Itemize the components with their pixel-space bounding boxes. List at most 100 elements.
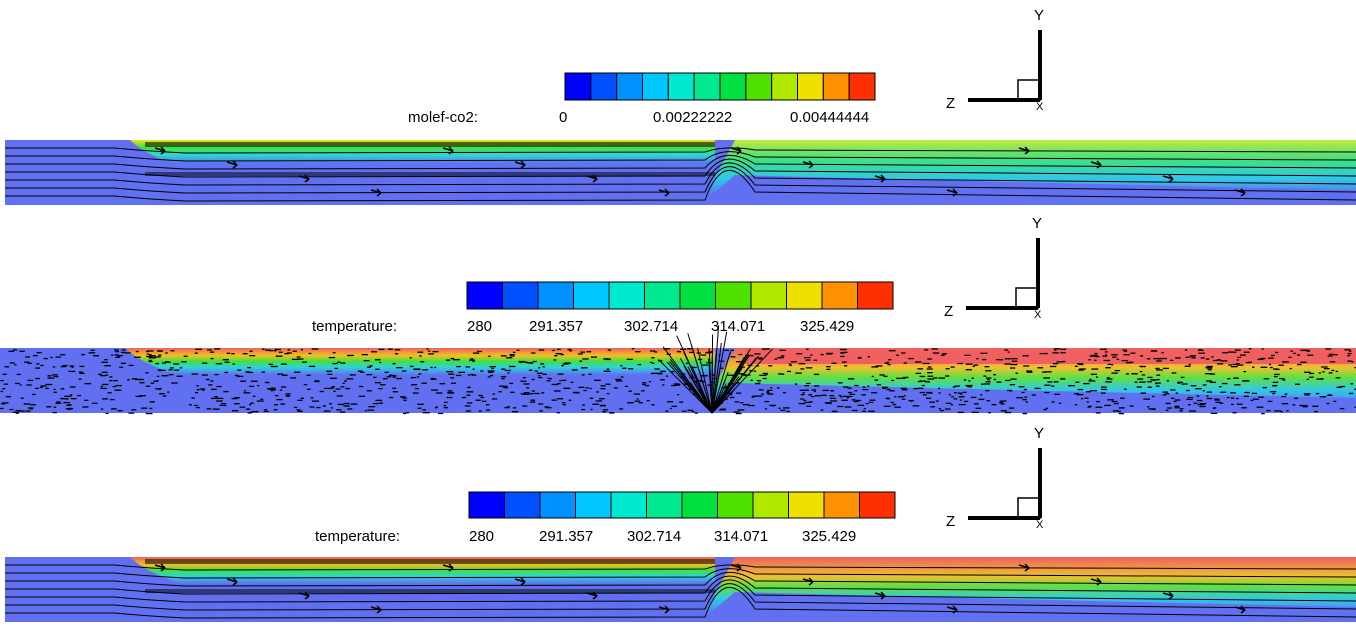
hot-band bbox=[745, 348, 1356, 364]
vector-arrow bbox=[874, 174, 886, 183]
vector-speck bbox=[886, 388, 891, 391]
vector-speck bbox=[546, 380, 551, 382]
vector-speck bbox=[1021, 391, 1025, 394]
vector-speck bbox=[135, 395, 143, 398]
vector-speck bbox=[631, 348, 635, 350]
vector-speck bbox=[249, 350, 253, 352]
vector-speck bbox=[110, 408, 117, 410]
vector-speck bbox=[191, 397, 195, 399]
vector-speck bbox=[194, 391, 199, 394]
vector-speck bbox=[296, 356, 301, 358]
streamline bbox=[5, 564, 1356, 571]
vector-speck bbox=[1293, 352, 1297, 355]
vector-speck bbox=[697, 379, 702, 382]
vector-speck bbox=[1209, 381, 1216, 384]
vector-speck bbox=[167, 391, 170, 393]
jet-vector bbox=[711, 351, 732, 414]
vector-speck bbox=[509, 382, 513, 385]
vector-speck bbox=[1280, 411, 1283, 413]
vector-speck bbox=[1295, 383, 1300, 385]
vector-speck bbox=[985, 370, 992, 372]
vector-speck bbox=[27, 407, 34, 409]
vector-speck bbox=[378, 402, 384, 404]
vector-speck bbox=[487, 376, 491, 378]
vector-speck bbox=[111, 354, 114, 356]
vector-speck bbox=[171, 382, 178, 384]
vector-speck bbox=[702, 364, 709, 366]
vector-speck bbox=[1236, 403, 1243, 405]
vector-speck bbox=[1270, 391, 1277, 393]
vector-speck bbox=[691, 411, 695, 413]
vector-speck bbox=[526, 387, 530, 389]
vector-speck bbox=[871, 392, 878, 394]
streamline bbox=[5, 587, 1356, 619]
vector-speck bbox=[1325, 348, 1332, 350]
vector-speck bbox=[662, 384, 665, 386]
vector-speck bbox=[1326, 402, 1330, 405]
vector-speck bbox=[952, 386, 956, 388]
vector-speck bbox=[1154, 382, 1161, 384]
vector-speck bbox=[196, 388, 200, 391]
vector-speck bbox=[50, 356, 53, 359]
vector-speck bbox=[1245, 361, 1250, 364]
vector-speck bbox=[223, 390, 229, 393]
vector-speck bbox=[804, 384, 810, 387]
jet-vector bbox=[697, 347, 713, 414]
vector-speck bbox=[101, 371, 108, 373]
vector-speck bbox=[220, 402, 227, 405]
vector-speck bbox=[582, 358, 589, 360]
vector-speck bbox=[882, 387, 887, 390]
vector-speck bbox=[613, 387, 618, 389]
vector-speck bbox=[378, 348, 385, 351]
vector-speck bbox=[307, 388, 311, 390]
vector-speck bbox=[145, 412, 153, 415]
vector-speck bbox=[771, 405, 775, 407]
vector-speck bbox=[43, 357, 48, 360]
vector-speck bbox=[1184, 365, 1191, 367]
vector-speck bbox=[249, 403, 252, 406]
vector-speck bbox=[1053, 381, 1059, 383]
vector-speck bbox=[1106, 378, 1113, 380]
vector-speck bbox=[705, 352, 712, 354]
vector-speck bbox=[846, 397, 849, 399]
vector-speck bbox=[558, 353, 563, 355]
vector-speck bbox=[1152, 395, 1155, 398]
vector-speck bbox=[1230, 397, 1235, 399]
vector-speck bbox=[1220, 391, 1227, 393]
vector-speck bbox=[426, 348, 429, 350]
vector-speck bbox=[247, 412, 252, 414]
vector-speck bbox=[316, 406, 321, 409]
vector-speck bbox=[279, 389, 283, 391]
vector-speck bbox=[450, 377, 455, 379]
vector-speck bbox=[1258, 396, 1264, 398]
vector-speck bbox=[622, 367, 627, 369]
vector-speck bbox=[1162, 367, 1169, 370]
vector-speck bbox=[504, 369, 511, 372]
vector-speck bbox=[347, 408, 353, 410]
vector-speck bbox=[1106, 377, 1110, 379]
vector-speck bbox=[522, 405, 528, 407]
jet-vector bbox=[711, 348, 751, 414]
colorbar-tick-label: 291.357 bbox=[529, 318, 583, 335]
vector-speck bbox=[581, 408, 585, 411]
vector-arrow bbox=[370, 188, 382, 197]
vector-speck bbox=[1306, 350, 1311, 352]
vector-speck bbox=[1197, 403, 1205, 406]
vector-speck bbox=[931, 348, 938, 350]
vector-speck bbox=[1165, 409, 1169, 411]
vector-speck bbox=[1095, 376, 1098, 378]
vector-speck bbox=[879, 374, 885, 376]
vector-speck bbox=[1243, 370, 1247, 373]
vector-speck bbox=[469, 359, 476, 361]
vector-speck bbox=[472, 360, 475, 362]
vector-speck bbox=[1202, 390, 1205, 392]
vector-speck bbox=[323, 410, 331, 412]
vector-speck bbox=[427, 350, 431, 352]
vector-speck bbox=[999, 402, 1004, 404]
vector-speck bbox=[606, 393, 610, 395]
vector-speck bbox=[800, 398, 804, 400]
vector-speck bbox=[603, 370, 611, 372]
vector-speck bbox=[1091, 368, 1099, 370]
axis-z-label: Z bbox=[944, 303, 953, 320]
vector-speck bbox=[1207, 369, 1212, 371]
